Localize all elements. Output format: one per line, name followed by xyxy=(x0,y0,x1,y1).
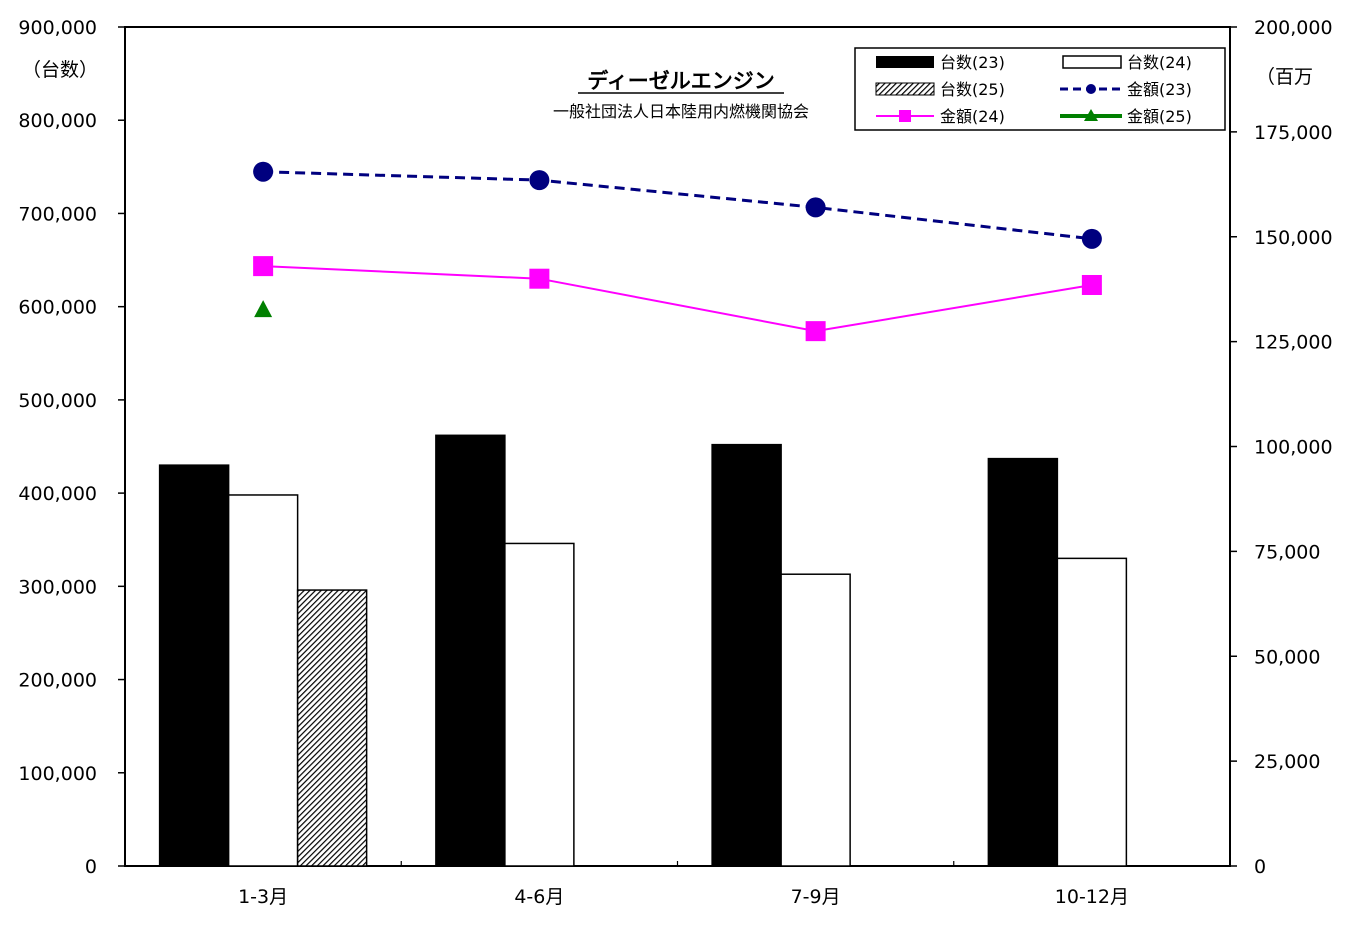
legend-item-count-25: 台数(25) xyxy=(875,80,1005,99)
right-tick-label: 100,000 xyxy=(1254,437,1333,459)
legend-label-amount-25: 金額(25) xyxy=(1127,107,1192,126)
bar-hatched-0 xyxy=(296,589,368,867)
legend-item-amount-23: 金額(23) xyxy=(1060,80,1192,99)
left-tick-label: 400,000 xyxy=(18,483,97,505)
x-tick-label: 1-3月 xyxy=(238,886,288,908)
line-point-0-0 xyxy=(253,161,274,182)
legend-swatch-count-25 xyxy=(875,82,935,96)
bar-solid-black-2 xyxy=(711,443,782,867)
left-tick-label: 600,000 xyxy=(18,297,97,319)
legend-label-count-25: 台数(25) xyxy=(940,80,1005,99)
line-series xyxy=(253,161,1102,342)
legend-item-count-24: 台数(24) xyxy=(1062,53,1192,72)
legend-marker-amount-25 xyxy=(1084,109,1098,121)
legend-item-count-23: 台数(23) xyxy=(876,53,1005,72)
left-tick-label: 500,000 xyxy=(18,390,97,412)
right-tick-label: 25,000 xyxy=(1254,751,1320,773)
line-series-1 xyxy=(263,265,1093,333)
x-tick-label: 10-12月 xyxy=(1055,886,1129,908)
chart-subtitle: 一般社団法人日本陸用内燃機関協会 xyxy=(553,102,809,121)
left-tick-label: 900,000 xyxy=(18,17,97,39)
left-tick-label: 100,000 xyxy=(18,763,97,785)
right-axis-ticks: 0 25,000 50,000 75,000 100,000 125,000 150,000… xyxy=(1230,17,1333,878)
left-tick-label: 800,000 xyxy=(18,110,97,132)
line-point-1-1 xyxy=(529,268,550,289)
left-tick-label: 0 xyxy=(85,856,97,878)
right-tick-label: 75,000 xyxy=(1254,541,1320,563)
legend-marker-amount-24 xyxy=(899,110,911,122)
line-point-2-0 xyxy=(254,300,273,318)
bar-solid-black-1 xyxy=(435,434,506,867)
bar-white-0 xyxy=(227,494,299,867)
bar-white-3 xyxy=(1056,557,1128,867)
line-point-0-1 xyxy=(529,170,550,191)
line-point-1-3 xyxy=(1081,274,1102,295)
legend-swatch-count-24 xyxy=(1062,55,1122,69)
right-tick-label: 150,000 xyxy=(1254,227,1333,249)
x-axis-ticks: 1-3月 4-6月 7-9月 10-12月 xyxy=(238,861,1129,908)
left-tick-label: 300,000 xyxy=(18,576,97,598)
right-tick-label: 200,000 xyxy=(1254,17,1333,39)
legend-label-count-23: 台数(23) xyxy=(940,53,1005,72)
left-axis-ticks: 0 100,000 200,000 300,000 400,000 500,000 600,… xyxy=(18,17,125,878)
legend-marker-amount-23 xyxy=(1086,84,1096,94)
bar-white-1 xyxy=(504,542,575,867)
bar-white-2 xyxy=(780,573,851,867)
right-tick-label: 50,000 xyxy=(1254,646,1320,668)
x-tick-label: 7-9月 xyxy=(791,886,841,908)
legend-swatch-count-23 xyxy=(876,56,934,68)
legend-item-amount-24: 金額(24) xyxy=(876,107,1005,126)
legend-label-count-24: 台数(24) xyxy=(1127,53,1192,72)
line-point-0-2 xyxy=(805,197,826,218)
left-tick-label: 200,000 xyxy=(18,670,97,692)
line-point-1-2 xyxy=(805,321,826,342)
right-tick-label: 175,000 xyxy=(1254,122,1333,144)
bar-solid-black-0 xyxy=(158,464,230,867)
left-axis-unit: （台数） xyxy=(22,59,98,81)
line-point-1-0 xyxy=(253,256,274,277)
right-tick-label: 0 xyxy=(1254,856,1266,878)
legend-label-amount-23: 金額(23) xyxy=(1127,80,1192,99)
legend-item-amount-25: 金額(25) xyxy=(1060,107,1192,126)
legend-label-amount-24: 金額(24) xyxy=(940,107,1005,126)
left-tick-label: 700,000 xyxy=(18,203,97,225)
bar-solid-black-3 xyxy=(987,457,1059,867)
right-axis-unit: （百万 xyxy=(1256,66,1313,88)
legend: 台数(23) 台数(24) 台数(25) 金額(23) 金額(24) 金額(25… xyxy=(854,47,1226,131)
line-point-0-3 xyxy=(1081,228,1102,249)
x-tick-label: 4-6月 xyxy=(514,886,564,908)
bar-series xyxy=(158,434,1128,867)
chart-title: ディーゼルエンジン xyxy=(587,69,775,93)
line-series-0 xyxy=(263,170,1093,241)
right-tick-label: 125,000 xyxy=(1254,332,1333,354)
